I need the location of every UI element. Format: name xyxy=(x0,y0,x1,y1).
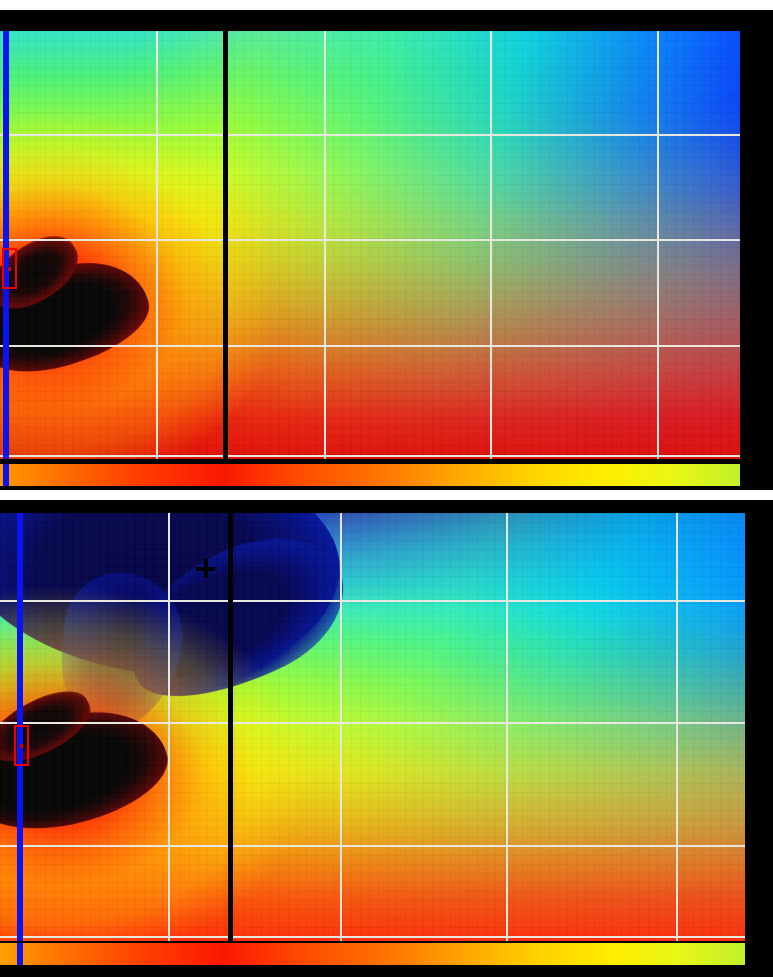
bottom-gridline-v-2 xyxy=(340,513,342,941)
top-gridline-h-1 xyxy=(0,134,740,136)
top-gridline-v-2 xyxy=(324,31,326,459)
bottom-red-selection-box[interactable] xyxy=(14,725,29,766)
bottom-gridline-v-1 xyxy=(168,513,170,941)
top-gridline-h-2 xyxy=(0,239,740,241)
top-red-selection-box[interactable] xyxy=(2,248,17,289)
top-colorbar-strip xyxy=(0,464,740,486)
top-colorbar-blue-cursor xyxy=(3,464,9,486)
top-heatmap-panel[interactable] xyxy=(0,10,773,490)
bottom-gridline-h-1 xyxy=(0,600,745,602)
bottom-colorbar-strip xyxy=(0,943,745,965)
bottom-crosshair-marker[interactable] xyxy=(196,559,215,578)
top-red-selection-center xyxy=(8,267,11,271)
top-gridline-v-1 xyxy=(156,31,158,459)
top-colormap-hot-lobe xyxy=(0,31,740,459)
bottom-gridline-v-3 xyxy=(506,513,508,941)
top-plot-area[interactable] xyxy=(0,31,740,459)
top-blue-cursor-line[interactable] xyxy=(3,31,9,459)
top-colorbar-fill xyxy=(0,464,740,486)
bottom-colorbar-fill xyxy=(0,943,745,965)
bottom-gridline-h-2 xyxy=(0,722,745,724)
bottom-blue-cursor-line[interactable] xyxy=(17,513,23,941)
bottom-plot-area[interactable] xyxy=(0,513,745,941)
top-gridline-h-3 xyxy=(0,345,740,347)
bottom-gridline-v-4 xyxy=(676,513,678,941)
bottom-red-selection-center xyxy=(20,744,23,748)
bottom-colorbar-blue-cursor xyxy=(17,943,23,965)
bottom-black-cursor-line[interactable] xyxy=(228,513,233,941)
bottom-gridline-h-3 xyxy=(0,845,745,847)
bottom-heatmap-panel[interactable] xyxy=(0,500,773,977)
top-gridline-v-3 xyxy=(490,31,492,459)
top-black-cursor-line[interactable] xyxy=(223,31,228,459)
top-gridline-v-4 xyxy=(657,31,659,459)
bottom-gridline-h-4 xyxy=(0,936,745,938)
top-gridline-h-4 xyxy=(0,455,740,457)
